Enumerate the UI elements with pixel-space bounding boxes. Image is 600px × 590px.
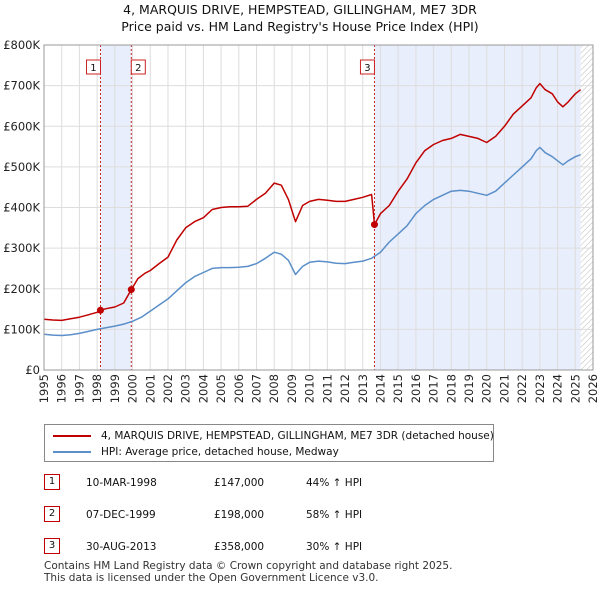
legend-swatch-hpi	[53, 451, 91, 453]
y-tick-label: £0	[25, 363, 40, 377]
series-line-property	[44, 82, 582, 322]
x-tick-label: 2020	[480, 374, 494, 403]
x-tick-label: 2003	[179, 374, 193, 403]
x-tick-label: 2005	[214, 374, 228, 403]
transaction-row: 3 30-AUG-2013 £358,000 30% ↑ HPI	[44, 538, 464, 554]
y-tick-label: £300K	[3, 241, 40, 255]
x-tick-label: 2002	[161, 374, 175, 403]
transaction-price: £147,000	[214, 477, 265, 489]
sale-point-2	[127, 286, 135, 294]
transaction-number: 2	[44, 506, 60, 522]
transaction-date: 30-AUG-2013	[86, 541, 157, 553]
chart: 4, MARQUIS DRIVE, HEMPSTEAD, GILLINGHAM,…	[3, 2, 600, 403]
x-tick-label: 2000	[126, 374, 140, 403]
x-tick-label: 2011	[320, 374, 334, 403]
x-tick-label: 2012	[338, 374, 352, 403]
legend-swatch-property	[53, 435, 91, 437]
transaction-row: 1 10-MAR-1998 £147,000 44% ↑ HPI	[44, 474, 464, 490]
plot-frame	[43, 44, 594, 371]
transaction-number: 3	[44, 538, 60, 554]
y-tick-label: £700K	[3, 79, 40, 93]
y-tick-label: £800K	[3, 38, 40, 52]
chart-subtitle: Price paid vs. HM Land Registry's House …	[121, 19, 478, 34]
legend: 4, MARQUIS DRIVE, HEMPSTEAD, GILLINGHAM,…	[44, 424, 494, 462]
x-tick-label: 1997	[72, 374, 86, 403]
transaction-number: 1	[44, 474, 60, 490]
x-tick-label: 1995	[37, 374, 51, 403]
x-tick-label: 2006	[232, 374, 246, 403]
x-tick-label: 2016	[409, 374, 423, 403]
marker-label-3: 3	[364, 63, 370, 74]
transaction-hpi: 44% ↑ HPI	[306, 477, 363, 489]
x-tick-label: 2025	[568, 374, 582, 403]
x-tick-label: 1999	[108, 374, 122, 403]
series-line-hpi	[44, 146, 581, 337]
y-tick-label: £200K	[3, 282, 40, 296]
x-tick-label: 2023	[533, 374, 547, 403]
transaction-price: £198,000	[214, 509, 265, 521]
x-tick-label: 2014	[373, 374, 387, 403]
legend-label-property: 4, MARQUIS DRIVE, HEMPSTEAD, GILLINGHAM,…	[101, 430, 494, 442]
legend-label-hpi: HPI: Average price, detached house, Medw…	[101, 446, 339, 458]
x-tick-label: 2024	[551, 374, 565, 403]
x-tick-label: 2015	[391, 374, 405, 403]
footer: Contains HM Land Registry data © Crown c…	[44, 560, 452, 584]
x-tick-label: 2008	[267, 374, 281, 403]
x-tick-label: 2009	[285, 374, 299, 403]
transaction-price: £358,000	[214, 541, 265, 553]
x-tick-label: 1998	[90, 374, 104, 403]
footer-line-1: Contains HM Land Registry data © Crown c…	[44, 560, 453, 572]
marker-box-2	[130, 59, 146, 75]
chart-title: 4, MARQUIS DRIVE, HEMPSTEAD, GILLINGHAM,…	[123, 2, 477, 17]
x-tick-label: 1996	[55, 374, 69, 403]
x-tick-label: 2013	[356, 374, 370, 403]
transaction-row: 2 07-DEC-1999 £198,000 58% ↑ HPI	[44, 506, 464, 522]
sale-point-1	[96, 306, 104, 314]
y-tick-label: £100K	[3, 322, 40, 336]
x-tick-label: 2004	[196, 374, 210, 403]
x-tick-label: 2001	[143, 374, 157, 403]
x-tick-label: 2022	[515, 374, 529, 403]
marker-box-3	[359, 59, 375, 75]
y-tick-label: £400K	[3, 201, 40, 215]
y-tick-label: £500K	[3, 160, 40, 174]
x-tick-label: 2010	[303, 374, 317, 403]
marker-label-2: 2	[135, 63, 141, 74]
x-tick-label: 2026	[586, 374, 600, 403]
x-tick-label: 2007	[250, 374, 264, 403]
marker-box-1	[85, 59, 101, 75]
x-tick-label: 2019	[462, 374, 476, 403]
footer-line-2: This data is licensed under the Open Gov…	[44, 572, 379, 584]
x-tick-label: 2017	[427, 374, 441, 403]
y-tick-label: £600K	[3, 119, 40, 133]
x-tick-label: 2021	[497, 374, 511, 403]
sale-point-3	[370, 221, 378, 229]
transaction-date: 07-DEC-1999	[86, 509, 156, 521]
x-tick-label: 2018	[444, 374, 458, 403]
transaction-date: 10-MAR-1998	[86, 477, 157, 489]
marker-label-1: 1	[90, 63, 96, 74]
transaction-hpi: 58% ↑ HPI	[306, 509, 363, 521]
transaction-hpi: 30% ↑ HPI	[306, 541, 363, 553]
